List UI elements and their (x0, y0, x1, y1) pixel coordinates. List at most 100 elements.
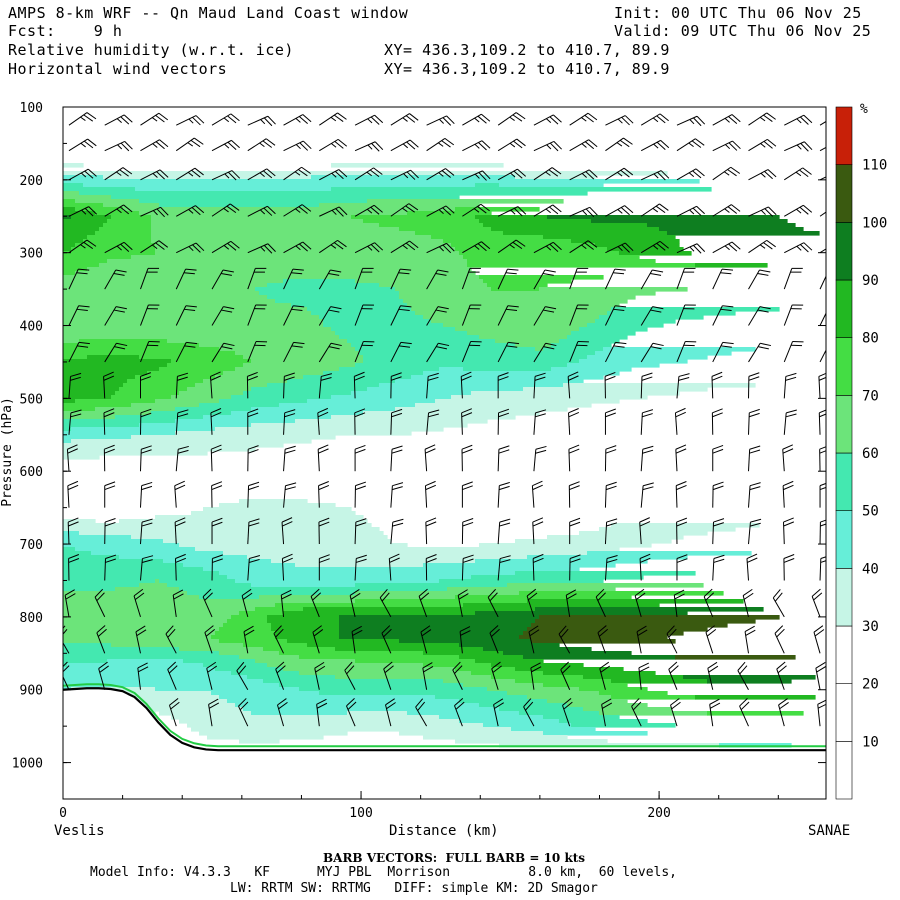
rh-cell (475, 183, 500, 188)
rh-cell (471, 575, 644, 580)
rh-cell (455, 247, 608, 252)
rh-cell (475, 559, 648, 564)
wind-barb (318, 554, 330, 581)
rh-cell (63, 451, 208, 456)
rh-cell (319, 691, 508, 696)
wind-barb (818, 372, 826, 399)
wind-barb (604, 518, 618, 545)
wind-barb (317, 407, 329, 435)
x-tick-label: 200 (647, 806, 670, 821)
rh-cell (251, 583, 356, 588)
wind-barb (460, 371, 472, 399)
rh-cell (63, 315, 320, 320)
wind-barb (712, 481, 724, 508)
rh-cell (527, 695, 612, 700)
rh-cell (131, 435, 336, 440)
wind-barb (172, 589, 184, 617)
rh-cell (75, 271, 476, 276)
wind-barb (353, 371, 365, 399)
rh-cell (151, 239, 444, 244)
wind-barb (103, 408, 115, 435)
rh-cell (535, 619, 756, 624)
wind-barb (211, 170, 241, 181)
colorbar-swatch (835, 683, 853, 742)
rh-cell (491, 287, 540, 292)
rh-cell (487, 687, 580, 692)
rh-cell (219, 399, 308, 404)
wind-barb (605, 115, 634, 126)
rh-cell (151, 227, 400, 232)
rh-cell (63, 691, 212, 696)
colorbar: 10 20 30 40 50 60 70 80 90 100 110% (835, 102, 887, 800)
rh-cell (515, 667, 624, 672)
rh-cell (363, 411, 540, 416)
rh-cell (619, 251, 692, 256)
rh-cell (63, 283, 268, 288)
wind-barb (533, 445, 547, 472)
wind-barb (318, 269, 342, 290)
rh-cell (151, 411, 232, 416)
rh-cell (63, 575, 228, 580)
rh-cell (339, 627, 528, 632)
rh-cell (219, 503, 336, 508)
rh-cell (63, 331, 336, 336)
wind-barb (819, 349, 826, 363)
rh-cell (479, 219, 592, 224)
x-axis-label: Distance (km) (389, 823, 499, 839)
rh-cell (231, 615, 268, 620)
wind-barb (280, 589, 292, 617)
rh-cell (435, 399, 620, 404)
rh-cell (443, 679, 516, 684)
rh-cell (591, 219, 788, 224)
wind-barb (68, 554, 80, 581)
rh-cell (63, 303, 292, 308)
rh-cell (179, 543, 408, 548)
rh-cell (235, 351, 360, 356)
wind-barb (497, 408, 510, 435)
rh-cell (339, 623, 532, 628)
rh-cell (331, 327, 456, 332)
rh-cell (267, 283, 380, 288)
rh-cell (611, 523, 760, 528)
rh-cell (139, 211, 408, 216)
rh-cell (63, 455, 100, 460)
rh-cell (235, 579, 440, 584)
wind-barb (319, 138, 348, 152)
rh-cell (163, 539, 392, 544)
rh-cell (415, 403, 592, 408)
rh-cell (279, 651, 424, 656)
rh-cell (63, 319, 324, 324)
rh-cell (399, 227, 492, 232)
rh-cell (63, 387, 120, 392)
rh-cell (63, 663, 68, 668)
rh-cell (63, 579, 156, 584)
rh-cell (171, 715, 440, 720)
rh-cell (463, 367, 552, 372)
rh-cell (63, 207, 76, 212)
wind-barb (497, 518, 511, 545)
wind-barb (818, 409, 826, 435)
wind-barb (426, 372, 439, 399)
rh-cell (271, 627, 340, 632)
rh-cell (527, 555, 688, 560)
rh-cell (423, 563, 616, 568)
rh-cell (283, 279, 356, 284)
y-tick-label: 300 (20, 247, 43, 262)
rh-cell (215, 427, 444, 432)
y-axis-label: Pressure (hPa) (0, 397, 15, 507)
wind-barb (748, 206, 777, 217)
wind-barb (174, 517, 186, 545)
wind-barb (247, 168, 276, 181)
rh-cell (363, 219, 480, 224)
wind-barb (139, 372, 151, 399)
rh-cell (483, 279, 572, 284)
rh-cell (407, 711, 520, 716)
wind-barb (712, 341, 734, 363)
forecast-value: 9 h (93, 22, 123, 40)
rh-cell (63, 311, 312, 316)
wind-barb (604, 408, 616, 435)
rh-cell (71, 247, 156, 252)
wind-barb (175, 137, 204, 152)
rh-cell (63, 227, 100, 232)
